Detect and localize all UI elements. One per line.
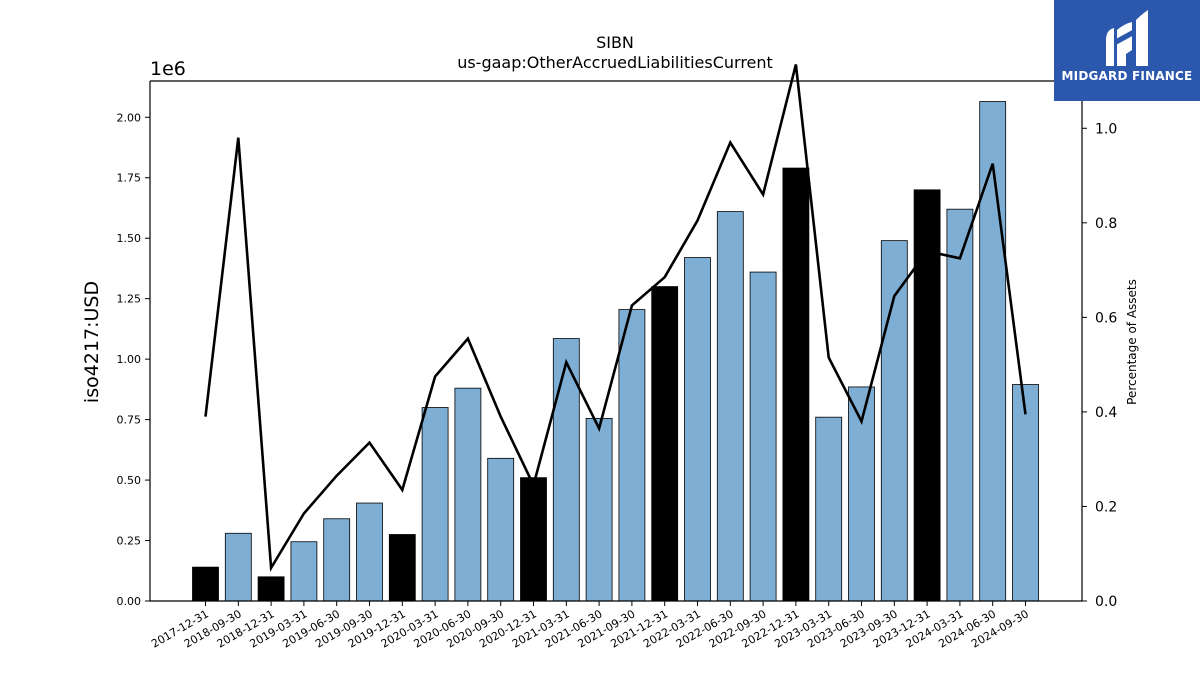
- bar: [946, 208, 974, 602]
- bar: [749, 271, 777, 602]
- y-tick-label: 0.25: [117, 535, 142, 548]
- y-tick-label: 1.75: [117, 172, 142, 185]
- y2-axis-label: Percentage of Assets: [1125, 279, 1139, 405]
- y-tick-label: 2.00: [117, 111, 142, 124]
- chart-subtitle: us-gaap:OtherAccruedLiabilitiesCurrent: [457, 53, 773, 72]
- bar: [684, 257, 711, 602]
- bar: [979, 101, 1007, 602]
- bar: [487, 457, 515, 602]
- y-tick-label: 0.00: [117, 595, 142, 608]
- percent-line-series: [204, 64, 1027, 573]
- bar: [290, 541, 318, 602]
- chart-title: SIBN: [596, 33, 634, 52]
- watermark-text: MIDGARD FINANCE: [1061, 69, 1193, 83]
- bar: [454, 387, 482, 602]
- midgard-finance-logo: MIDGARD FINANCE: [1054, 0, 1200, 101]
- bar: [618, 309, 646, 602]
- percent-line: [204, 64, 1027, 573]
- y-axis-label: iso4217:USD: [81, 281, 103, 403]
- bar: [716, 211, 744, 602]
- y-multiplier-label: 1e6: [150, 58, 186, 80]
- bar: [651, 286, 679, 602]
- x-axis-ticks: 2017-12-312018-09-302018-12-312019-03-31…: [149, 601, 1031, 651]
- bar: [388, 534, 416, 602]
- y2-tick-label: 0.2: [1095, 499, 1117, 515]
- bar: [585, 417, 613, 602]
- axes: [149, 80, 1083, 602]
- bar: [421, 407, 449, 602]
- y2-tick-label: 0.8: [1095, 216, 1117, 232]
- bar: [1012, 384, 1039, 602]
- bar: [782, 167, 810, 602]
- midgard-logo-icon: [1106, 10, 1148, 66]
- y2-tick-label: 0.0: [1095, 594, 1117, 610]
- y-tick-label: 0.75: [117, 414, 142, 427]
- bar-series: [192, 101, 1039, 602]
- bar: [520, 477, 547, 602]
- bar: [815, 416, 843, 602]
- bar: [323, 518, 351, 602]
- bar: [913, 189, 941, 602]
- y-tick-label: 1.50: [117, 232, 142, 245]
- y-tick-label: 1.00: [117, 353, 142, 366]
- y-axis-ticks: 0.00 0.25 0.50 0.75 1.00 1.25 1.50 1.75 2.00: [117, 111, 150, 608]
- y-tick-label: 1.25: [117, 293, 142, 306]
- bar: [257, 576, 285, 602]
- y2-axis-ticks: 0.0 0.2 0.4 0.6 0.8 1.0: [1082, 121, 1117, 610]
- bar: [356, 502, 383, 602]
- y2-tick-label: 0.4: [1095, 405, 1117, 421]
- y2-tick-label: 0.6: [1095, 310, 1117, 326]
- y2-tick-label: 1.0: [1095, 121, 1117, 137]
- bar: [192, 566, 219, 602]
- y-tick-label: 0.50: [117, 474, 142, 487]
- bar: [224, 532, 252, 602]
